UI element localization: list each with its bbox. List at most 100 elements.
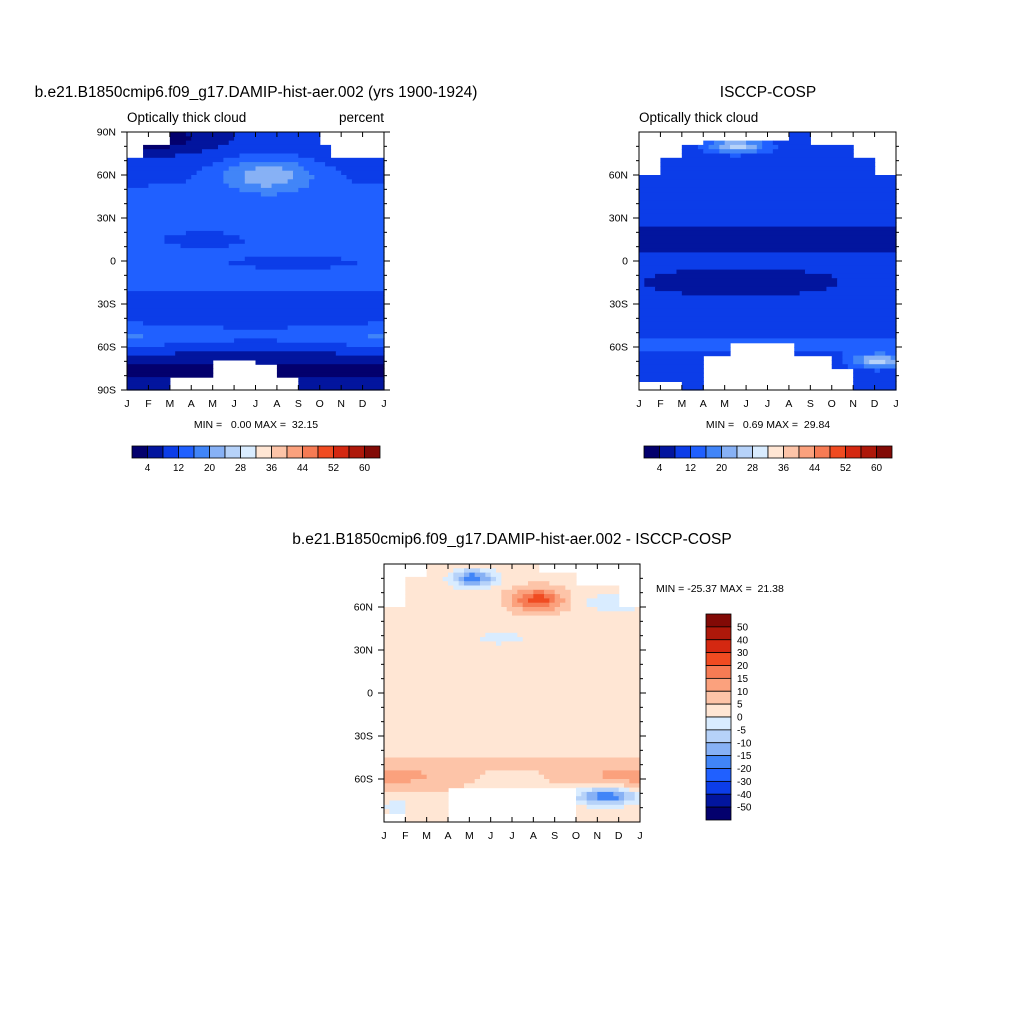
model-field-cell xyxy=(175,153,241,159)
diff-field-cell xyxy=(490,572,502,578)
model-colorbar-label: 12 xyxy=(173,463,185,474)
model-field-cell xyxy=(127,252,385,258)
diff-x-tick-label: F xyxy=(402,830,408,842)
diff-field-cell xyxy=(549,581,577,587)
diff-field-cell xyxy=(512,602,524,608)
obs-field-cell xyxy=(639,377,704,382)
model-field-cell xyxy=(127,192,262,198)
model-field-cell xyxy=(292,175,315,180)
obs-field-cell xyxy=(756,144,763,150)
diff-colorbar-swatch xyxy=(705,613,732,628)
model-field-cell xyxy=(314,175,348,180)
diff-field-cell xyxy=(384,714,641,720)
diff-field-cell xyxy=(384,766,641,771)
model-field-cell xyxy=(367,334,385,339)
diff-field-cell xyxy=(384,800,390,806)
model-field-cell xyxy=(260,192,278,198)
obs-field-cell xyxy=(853,381,897,387)
model-field-cell xyxy=(309,183,385,189)
diff-field-cell xyxy=(618,787,630,793)
obs-colorbar-swatch xyxy=(767,445,784,459)
obs-colorbar-swatch xyxy=(643,445,660,459)
diff-field-cell xyxy=(480,774,545,780)
obs-field-cell xyxy=(639,278,645,284)
diff-field-cell xyxy=(586,800,625,806)
diff-field-cell xyxy=(581,791,588,797)
diff-field-cell xyxy=(405,602,502,608)
obs-x-tick-label: J xyxy=(765,398,770,410)
obs-field-cell xyxy=(794,347,897,352)
model-field-cell xyxy=(127,321,144,327)
diff-colorbar-swatch xyxy=(705,755,732,769)
diff-colorbar-label: 50 xyxy=(737,622,749,633)
obs-field-cell xyxy=(879,368,897,374)
obs-field-cell xyxy=(639,355,704,361)
diff-colorbar-swatch xyxy=(705,626,732,641)
model-field-cell xyxy=(244,239,385,245)
model-field-cell xyxy=(276,364,385,370)
model-field-cell xyxy=(276,338,385,344)
model-units-label: percent xyxy=(339,110,384,125)
diff-field-cell xyxy=(512,585,566,591)
diff-field-cell xyxy=(586,602,620,608)
obs-field-cell xyxy=(863,359,870,365)
model-x-tick-label: M xyxy=(208,398,217,410)
obs-x-tick-label: M xyxy=(677,398,686,410)
obs-field-cell xyxy=(639,179,897,185)
obs-field-cell xyxy=(719,144,731,150)
diff-field-cell xyxy=(426,572,449,578)
model-field-cell xyxy=(201,149,332,155)
diff-field-cell xyxy=(464,576,481,582)
model-y-tick-label: 90S xyxy=(97,385,116,397)
diff-field-cell xyxy=(624,800,641,806)
model-field-cell xyxy=(244,179,289,185)
diff-field-cell xyxy=(576,804,588,810)
obs-field-cell xyxy=(639,252,897,258)
model-y-tick-label: 60N xyxy=(97,170,116,182)
diff-field-cell xyxy=(458,576,465,582)
obs-field-cell xyxy=(639,291,683,296)
model-x-tick-label: M xyxy=(165,398,174,410)
model-field-cell xyxy=(127,218,385,223)
model-field-cell xyxy=(234,136,321,142)
model-panel: b.e21.B1850cmip6.f09_g17.DAMIP-hist-aer.… xyxy=(35,84,478,474)
diff-field-cell xyxy=(405,804,449,810)
obs-field-cell xyxy=(639,321,897,327)
obs-field-cell xyxy=(681,381,704,387)
model-y-tick-label: 0 xyxy=(110,256,116,268)
obs-colorbar-swatch xyxy=(829,445,846,459)
model-field-cell xyxy=(127,355,385,361)
model-colorbar-label: 28 xyxy=(235,463,247,474)
model-x-tick-label: O xyxy=(316,398,324,410)
model-colorbar-swatch xyxy=(364,445,381,459)
diff-field-cell xyxy=(384,796,449,802)
diff-colorbar-label: -50 xyxy=(737,803,752,814)
diff-field-cell xyxy=(426,568,454,574)
obs-colorbar-swatch xyxy=(752,445,769,459)
model-field-cell xyxy=(127,372,214,378)
obs-colorbar-swatch xyxy=(876,445,893,459)
diff-colorbar-label: -15 xyxy=(737,751,752,762)
obs-field-cell xyxy=(794,342,897,348)
diff-colorbar-swatch xyxy=(705,652,732,666)
model-field-cell xyxy=(164,342,348,348)
diff-field-cell xyxy=(544,594,556,599)
diff-field-cell xyxy=(501,572,577,578)
obs-title: ISCCP-COSP xyxy=(720,84,816,101)
diff-field-cell xyxy=(448,581,460,587)
obs-field-cell xyxy=(842,355,854,361)
obs-field-cell xyxy=(639,364,704,370)
model-field-cell xyxy=(309,179,353,185)
model-colorbar-swatch xyxy=(178,445,195,459)
diff-field-cell xyxy=(384,718,641,724)
diff-x-tick-label: M xyxy=(422,830,431,842)
model-field-cell xyxy=(127,308,385,314)
obs-y-tick-label: 60S xyxy=(609,342,628,354)
diff-colorbar-label: -30 xyxy=(737,777,752,788)
obs-field-cell xyxy=(724,140,747,146)
obs-field-cell xyxy=(639,329,897,335)
diff-field-cell xyxy=(405,589,502,595)
obs-field-cell xyxy=(639,187,897,193)
diff-field-cell xyxy=(501,581,529,587)
